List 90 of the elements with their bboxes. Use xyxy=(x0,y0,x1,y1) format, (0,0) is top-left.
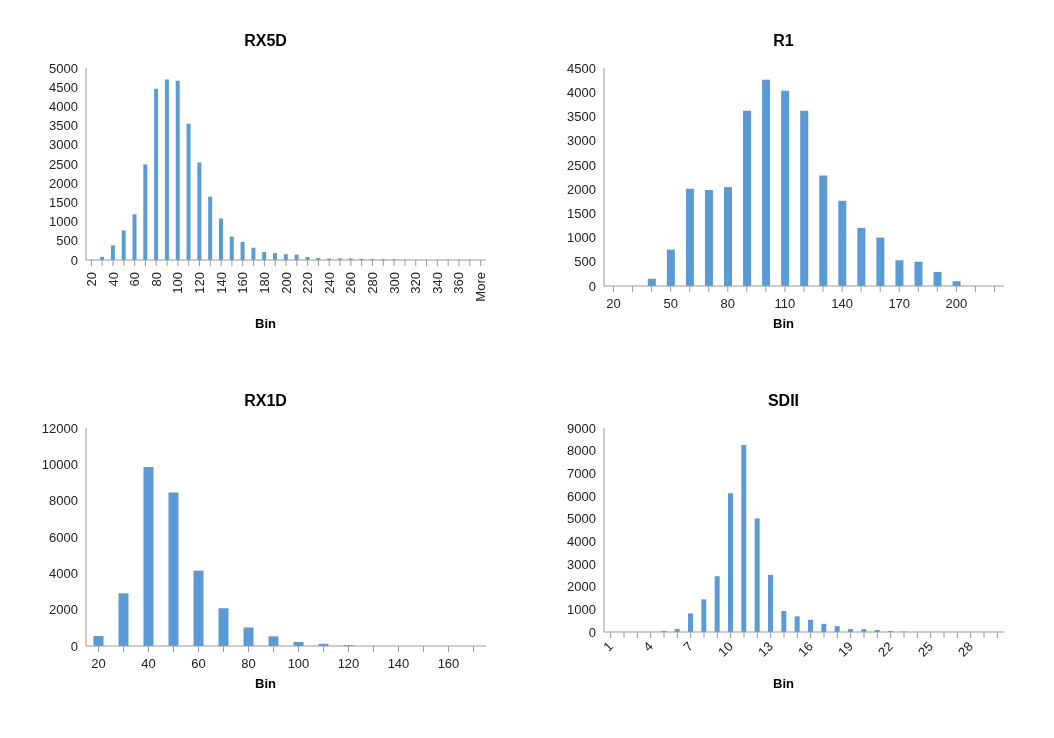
x-tick-label: 28 xyxy=(954,638,976,660)
y-tick-label: 8000 xyxy=(566,443,596,459)
x-tick-label: 260 xyxy=(342,272,358,294)
x-tick-label: 120 xyxy=(191,272,207,294)
y-tick-label: 3000 xyxy=(566,133,596,149)
x-tick-label: 50 xyxy=(662,296,678,311)
x-tick-label: 360 xyxy=(450,272,466,294)
x-tick-label: 170 xyxy=(887,296,910,311)
x-tick-label: 16 xyxy=(794,638,816,660)
x-tick-label: 13 xyxy=(754,638,776,660)
y-tick-label: 8000 xyxy=(48,493,78,509)
x-tick-label: 140 xyxy=(830,296,853,311)
x-tick-label: 60 xyxy=(190,656,206,671)
chart-title: R1 xyxy=(773,32,794,50)
y-tick-label: 9000 xyxy=(566,420,596,436)
x-tick-label: 160 xyxy=(234,272,250,294)
x-tick-label: 200 xyxy=(945,296,967,311)
y-tick-label: 0 xyxy=(588,278,596,294)
x-tick-label: 110 xyxy=(774,296,795,311)
y-tick-label: 2000 xyxy=(566,579,596,595)
x-axis-title: Bin xyxy=(773,676,794,691)
y-tick-label: 1000 xyxy=(566,230,596,246)
x-tick-label: 4 xyxy=(639,638,656,655)
y-tick-label: 12000 xyxy=(41,420,78,436)
y-tick-label: 1500 xyxy=(566,205,596,221)
y-tick-label: 4000 xyxy=(48,99,78,115)
x-tick-label: 100 xyxy=(169,272,185,294)
y-tick-label: 2000 xyxy=(566,181,596,197)
y-tick-label: 4000 xyxy=(566,533,596,549)
x-tick-label: 160 xyxy=(437,656,459,671)
x-tick-label: 140 xyxy=(213,272,229,294)
x-tick-label: 20 xyxy=(90,656,106,671)
y-tick-label: 2500 xyxy=(566,157,596,173)
y-tick-label: 5000 xyxy=(566,511,596,527)
x-axis-title: Bin xyxy=(255,676,276,691)
y-tick-label: 2500 xyxy=(48,156,78,172)
y-tick-label: 1500 xyxy=(48,195,78,211)
y-tick-label: 1000 xyxy=(48,214,78,230)
y-tick-label: 6000 xyxy=(566,488,596,504)
y-tick-label: 500 xyxy=(55,233,78,249)
y-tick-label: 7000 xyxy=(566,465,596,481)
x-tick-label: 80 xyxy=(240,656,256,671)
x-tick-label: 25 xyxy=(914,638,936,660)
x-tick-label: 60 xyxy=(126,272,142,287)
x-tick-label: 220 xyxy=(299,272,315,294)
x-axis-title: Bin xyxy=(255,316,276,331)
x-tick-label: 80 xyxy=(148,272,164,287)
y-tick-label: 2000 xyxy=(48,175,78,191)
x-tick-label: 19 xyxy=(834,638,856,660)
y-tick-label: 5000 xyxy=(48,60,78,76)
x-tick-label: 140 xyxy=(387,656,409,671)
y-tick-label: 3500 xyxy=(48,118,78,134)
x-tick-label: 240 xyxy=(321,272,337,294)
x-tick-label: 22 xyxy=(874,638,896,660)
y-tick-label: 3000 xyxy=(566,556,596,572)
x-tick-label: 100 xyxy=(287,656,309,671)
x-tick-label: 340 xyxy=(429,272,445,294)
y-tick-label: 0 xyxy=(70,638,78,654)
x-tick-label: 7 xyxy=(679,638,696,655)
y-tick-label: 2000 xyxy=(48,602,78,618)
y-tick-label: 3500 xyxy=(566,109,596,125)
x-tick-label: 20 xyxy=(605,296,621,311)
y-tick-label: 1000 xyxy=(566,601,596,617)
x-axis-title: Bin xyxy=(773,316,794,331)
y-tick-label: 4000 xyxy=(566,84,596,100)
x-tick-label: 10 xyxy=(714,638,736,660)
x-tick-label: More xyxy=(472,272,488,302)
y-tick-label: 10000 xyxy=(41,456,78,472)
x-tick-label: 20 xyxy=(83,272,99,287)
x-tick-label: 280 xyxy=(364,272,380,294)
x-tick-label: 120 xyxy=(337,656,359,671)
x-tick-label: 200 xyxy=(278,272,293,294)
y-tick-label: 0 xyxy=(70,252,78,268)
x-tick-label: 1 xyxy=(599,638,616,655)
y-tick-label: 0 xyxy=(588,624,596,640)
chart-title: SDII xyxy=(767,392,800,410)
x-tick-label: 180 xyxy=(256,272,272,294)
y-tick-label: 6000 xyxy=(48,529,78,545)
y-tick-label: 4500 xyxy=(48,79,78,95)
y-tick-label: 4000 xyxy=(48,565,78,581)
x-tick-label: 40 xyxy=(105,272,121,287)
x-tick-label: 300 xyxy=(386,272,402,294)
x-tick-label: 80 xyxy=(720,296,735,311)
y-tick-label: 4500 xyxy=(566,60,596,76)
x-tick-label: 320 xyxy=(407,272,423,294)
x-tick-label: 40 xyxy=(140,656,156,671)
chart-title: RX1D xyxy=(244,392,287,410)
chart-title: RX5D xyxy=(244,32,287,50)
y-tick-label: 3000 xyxy=(48,137,78,153)
y-tick-label: 500 xyxy=(573,254,596,270)
